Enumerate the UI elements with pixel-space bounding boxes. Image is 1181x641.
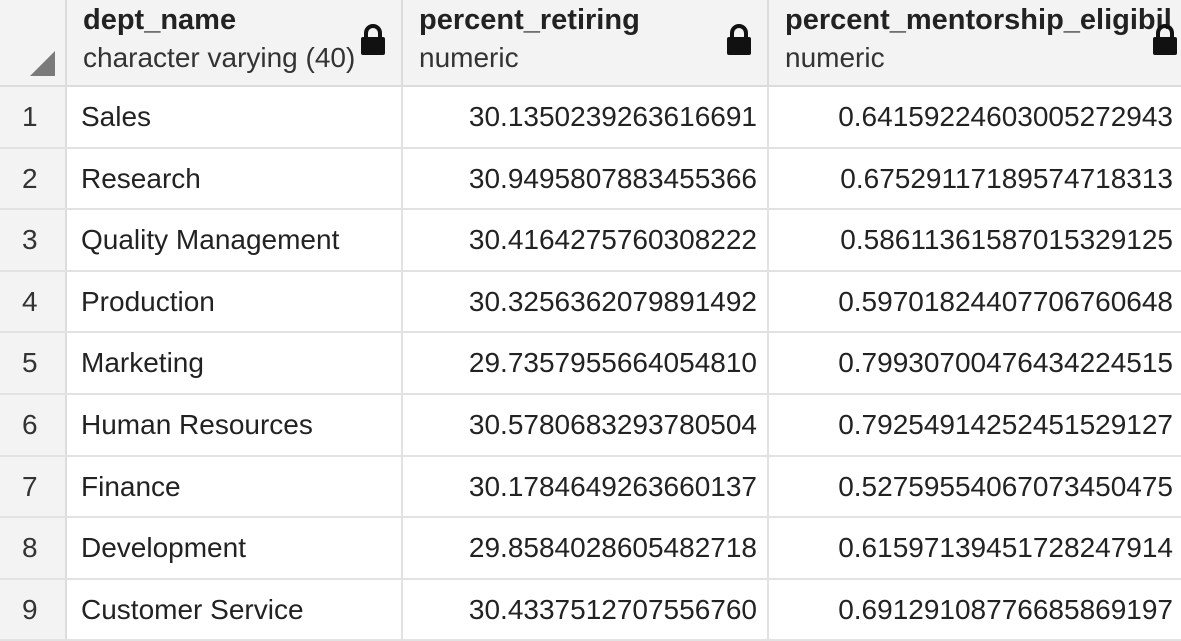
- table-row[interactable]: 9 Customer Service 30.4337512707556760 0…: [0, 579, 1181, 641]
- cell-percent-retiring[interactable]: 29.8584028605482718: [403, 518, 769, 578]
- cell-percent-retiring[interactable]: 30.1784649263660137: [403, 456, 769, 517]
- column-name: percent_retiring: [419, 4, 640, 36]
- lock-icon: [1153, 24, 1177, 55]
- cell-percent-mentorship[interactable]: 0.67529117189574718313: [840, 162, 1173, 194]
- row-number[interactable]: 5: [0, 333, 67, 393]
- cell-percent-retiring[interactable]: 30.9495807883455366: [403, 148, 769, 209]
- select-all-corner[interactable]: [0, 0, 67, 87]
- cell-percent-mentorship[interactable]: 0.52759554067073450475: [838, 470, 1173, 502]
- row-number[interactable]: 6: [0, 394, 67, 455]
- cell-percent-retiring[interactable]: 30.5780683293780504: [403, 394, 769, 455]
- cell-percent-mentorship[interactable]: 0.69129108776685869197: [838, 593, 1173, 625]
- table-row[interactable]: 1 Sales 30.1350239263616691 0.6415922460…: [0, 87, 1181, 149]
- lock-icon: [727, 24, 751, 55]
- table-row[interactable]: 4 Production 30.3256362079891492 0.59701…: [0, 271, 1181, 334]
- cell-dept-name[interactable]: Finance: [67, 456, 403, 517]
- lock-icon: [361, 24, 385, 55]
- cell-percent-mentorship[interactable]: 0.79930700476434224515: [838, 347, 1173, 379]
- row-number[interactable]: 8: [0, 518, 67, 578]
- column-name: percent_mentorship_eligibil: [785, 4, 1172, 36]
- grid-header: dept_name character varying (40) percent…: [0, 0, 1181, 87]
- row-number[interactable]: 4: [0, 271, 67, 332]
- cell-percent-retiring[interactable]: 30.1350239263616691: [403, 87, 769, 147]
- cell-percent-mentorship[interactable]: 0.79254914252451529127: [838, 408, 1173, 440]
- table-row[interactable]: 6 Human Resources 30.5780683293780504 0.…: [0, 394, 1181, 457]
- cell-dept-name[interactable]: Human Resources: [67, 394, 403, 455]
- cell-dept-name[interactable]: Quality Management: [67, 210, 403, 270]
- table-row[interactable]: 3 Quality Management 30.4164275760308222…: [0, 210, 1181, 272]
- column-header-percent-retiring[interactable]: percent_retiring numeric: [403, 0, 769, 87]
- cell-percent-retiring[interactable]: 29.7357955664054810: [403, 333, 769, 393]
- table-row[interactable]: 2 Research 30.9495807883455366 0.6752911…: [0, 148, 1181, 211]
- table-row[interactable]: 5 Marketing 29.7357955664054810 0.799307…: [0, 333, 1181, 395]
- grid-body: 1 Sales 30.1350239263616691 0.6415922460…: [0, 87, 1181, 641]
- cell-dept-name[interactable]: Development: [67, 518, 403, 578]
- row-number[interactable]: 3: [0, 210, 67, 270]
- row-number[interactable]: 7: [0, 456, 67, 517]
- column-name: dept_name: [83, 4, 237, 36]
- cell-dept-name[interactable]: Research: [67, 148, 403, 209]
- cell-percent-retiring[interactable]: 30.3256362079891492: [403, 271, 769, 332]
- select-all-triangle-icon: [30, 51, 55, 76]
- cell-percent-mentorship[interactable]: 0.58611361587015329125: [840, 224, 1173, 256]
- row-number[interactable]: 9: [0, 579, 67, 640]
- table-row[interactable]: 8 Development 29.8584028605482718 0.6159…: [0, 518, 1181, 580]
- row-number[interactable]: 2: [0, 148, 67, 209]
- table-row[interactable]: 7 Finance 30.1784649263660137 0.52759554…: [0, 456, 1181, 519]
- cell-dept-name[interactable]: Customer Service: [67, 579, 403, 640]
- column-header-dept-name[interactable]: dept_name character varying (40): [67, 0, 403, 87]
- row-number[interactable]: 1: [0, 87, 67, 147]
- column-type: numeric: [785, 42, 885, 73]
- cell-percent-mentorship[interactable]: 0.64159224603005272943: [838, 101, 1173, 132]
- column-type: character varying (40): [83, 42, 356, 73]
- cell-percent-mentorship[interactable]: 0.61597139451728247914: [838, 532, 1173, 564]
- cell-percent-mentorship[interactable]: 0.59701824407706760648: [838, 285, 1173, 317]
- column-type: numeric: [419, 42, 519, 73]
- cell-dept-name[interactable]: Sales: [67, 87, 403, 147]
- cell-percent-retiring[interactable]: 30.4337512707556760: [403, 579, 769, 640]
- cell-dept-name[interactable]: Production: [67, 271, 403, 332]
- cell-percent-retiring[interactable]: 30.4164275760308222: [403, 210, 769, 270]
- cell-dept-name[interactable]: Marketing: [67, 333, 403, 393]
- column-header-percent-mentorship[interactable]: percent_mentorship_eligibil numeric: [769, 0, 1181, 87]
